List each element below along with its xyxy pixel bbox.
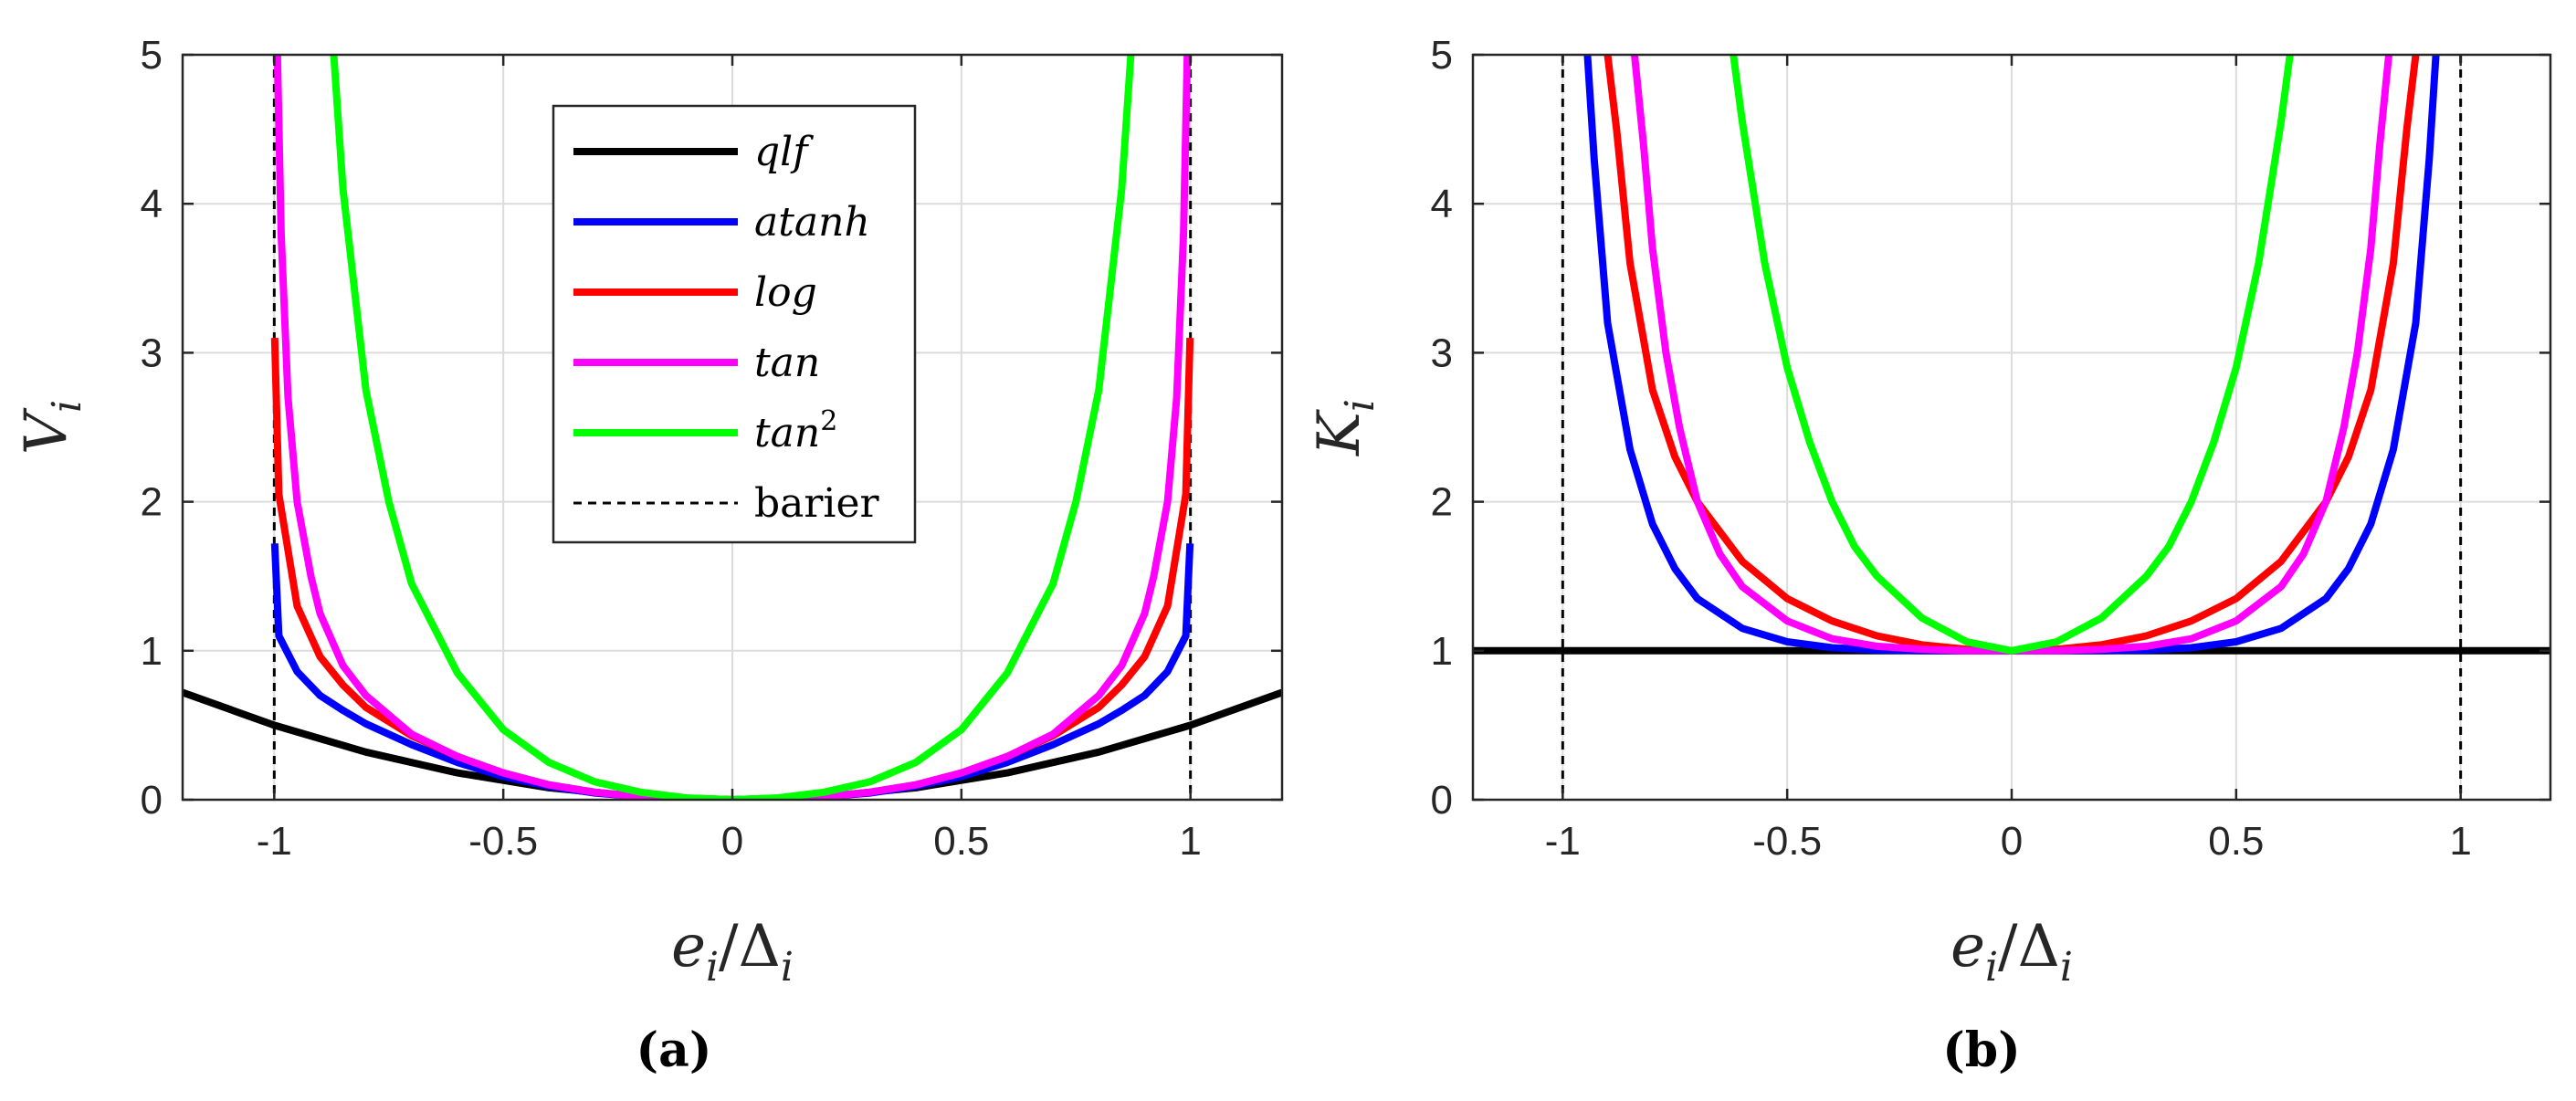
series-line-tan2	[1730, 55, 2294, 655]
series-line-qlf	[183, 688, 1282, 800]
legend-label: log	[754, 269, 817, 316]
series-line-tan2	[330, 55, 1135, 800]
x-tick-label: 1	[1179, 819, 1201, 864]
y-tick-label: 5	[1431, 33, 1453, 78]
series-line-tan	[273, 55, 1192, 800]
legend-label: atanh	[754, 199, 870, 246]
y-tick-label: 2	[141, 480, 163, 525]
y-tick-label: 0	[141, 778, 163, 823]
x-tick-label: 0.5	[933, 819, 989, 864]
series-line-log	[270, 337, 1194, 800]
plot-area	[183, 55, 1282, 800]
legend-label: qlf	[754, 129, 814, 175]
y-axis-label: Vi	[13, 400, 90, 455]
x-axis-label: ei/Δi	[1950, 913, 2073, 991]
x-tick-label: -0.5	[1752, 819, 1822, 864]
y-tick-label: 1	[1431, 629, 1453, 674]
x-tick-label: 0.5	[2208, 819, 2264, 864]
panel-label: (b)	[1942, 1022, 2021, 1078]
legend-label: tan2	[754, 405, 837, 456]
panel-label: (a)	[636, 1022, 712, 1078]
y-tick-label: 0	[1431, 778, 1453, 823]
series-line-atanh	[270, 543, 1194, 800]
plot-area	[1473, 55, 2550, 800]
legend-box	[552, 104, 917, 544]
y-tick-label: 3	[141, 330, 163, 375]
y-tick-label: 1	[141, 629, 163, 674]
y-tick-label: 4	[141, 182, 163, 226]
y-axis-label: Ki	[1306, 399, 1383, 456]
y-tick-label: 5	[141, 33, 163, 78]
legend-label: tan	[754, 340, 820, 386]
x-tick-label: 1	[2449, 819, 2471, 864]
x-tick-label: 0	[2001, 819, 2023, 864]
legend: qlf atanh log tan tan2 barier	[552, 104, 917, 544]
x-tick-label: -0.5	[468, 819, 538, 864]
x-axis-label: ei/Δi	[671, 913, 794, 991]
y-tick-label: 2	[1431, 480, 1453, 525]
chart-panel-b: -1 -0.5 0 0.5 1 0 1 2 3 4 5 ei/Δi Ki (b)	[1306, 33, 2552, 1078]
y-tick-label: 4	[1431, 182, 1453, 226]
legend-label: barier	[754, 480, 880, 527]
x-tick-label: 0	[721, 819, 743, 864]
y-tick-label: 3	[1431, 330, 1453, 375]
x-tick-label: -1	[1545, 819, 1581, 864]
chart-panel-a: -1 -0.5 0 0.5 1 0 1 2 3 4 5 ei/Δi Vi (a) qlf atanh log ta…	[13, 33, 1284, 1078]
x-tick-label: -1	[257, 819, 292, 864]
